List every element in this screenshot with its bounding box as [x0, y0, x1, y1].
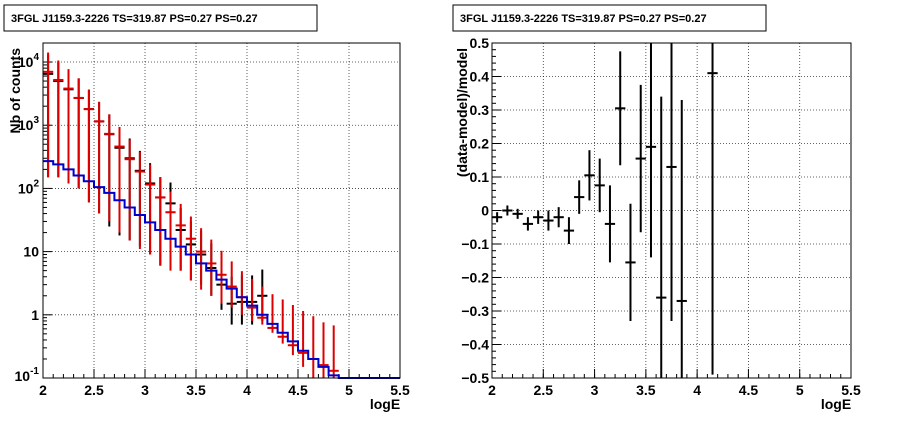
data-point [656, 96, 667, 378]
data-point [236, 271, 247, 315]
x-tick-label: 5 [345, 382, 353, 398]
data-point [257, 286, 268, 325]
data-point [533, 210, 544, 224]
y-tick-label: 0 [481, 203, 489, 219]
series-3 [43, 160, 400, 379]
panel-1: 3FGL J1159.3-2226 TS=319.87 PS=0.27 PS=0… [3, 4, 410, 412]
x-tick-label: 2 [488, 382, 496, 398]
data-point [584, 150, 595, 201]
plot-frame [491, 42, 852, 379]
x-tick-label: 3.5 [636, 382, 656, 398]
data-point [645, 43, 657, 258]
data-point [563, 217, 575, 244]
model-step-line [43, 160, 400, 379]
data-point [512, 208, 523, 219]
x-tick-label: 4 [243, 382, 251, 398]
x-axis-title: logE [370, 396, 400, 412]
data-point [574, 180, 585, 214]
data-point [94, 101, 105, 214]
x-tick-label: 3.5 [186, 382, 206, 398]
data-point [492, 212, 503, 223]
data-point [216, 250, 227, 304]
data-point [277, 299, 288, 344]
data-point [43, 52, 54, 178]
data-point [145, 164, 156, 255]
data-point [594, 158, 605, 213]
data-point [543, 210, 554, 231]
data-point [625, 203, 636, 322]
data-point [175, 203, 186, 271]
x-tick-label: 2.5 [534, 382, 554, 398]
y-tick-label: −0.1 [461, 236, 489, 252]
x-tick-label: 5 [796, 382, 804, 398]
data-point [73, 78, 84, 189]
data-point [114, 126, 125, 233]
x-tick-label: 3 [591, 382, 599, 398]
data-point [83, 89, 94, 203]
chart-title-box [452, 4, 767, 32]
y-tick-label: −0.3 [461, 303, 489, 319]
data-point [287, 304, 298, 356]
x-tick-label: 5.5 [390, 382, 410, 398]
data-point [196, 228, 207, 290]
data-point [53, 60, 64, 178]
data-point [615, 51, 626, 166]
data-point [247, 278, 258, 321]
chart-title-box [3, 4, 318, 32]
x-tick-label: 5.5 [841, 382, 861, 398]
data-point [267, 294, 278, 333]
data-point [63, 69, 74, 184]
y-tick-label: 10-1 [15, 366, 40, 384]
y-axis-title: (data-model)/model [454, 48, 470, 177]
series-1 [43, 54, 268, 325]
plot-frame [42, 42, 401, 379]
x-tick-label: 4.5 [739, 382, 759, 398]
x-tick-label: 4 [693, 382, 701, 398]
data-point [318, 322, 329, 378]
y-tick-label: −0.2 [461, 270, 489, 286]
data-point [553, 207, 564, 228]
y-axis-title: Nb of counts [7, 48, 23, 134]
data-point [635, 84, 646, 233]
series-1 [492, 43, 718, 378]
y-tick-label: 1 [31, 307, 39, 323]
x-axis-title: logE [821, 396, 851, 412]
data-point [124, 139, 135, 241]
y-tick-label: 0.4 [470, 69, 490, 85]
y-tick-label: 0.5 [470, 35, 490, 51]
series-2 [43, 52, 339, 378]
data-point [502, 205, 513, 216]
panel-2: 3FGL J1159.3-2226 TS=319.87 PS=0.27 PS=0… [452, 4, 861, 412]
y-tick-label: 0.2 [470, 136, 490, 152]
data-point [328, 325, 339, 378]
chart-title: 3FGL J1159.3-2226 TS=319.87 PS=0.27 PS=0… [460, 13, 707, 25]
y-tick-label: −0.4 [461, 337, 489, 353]
data-point [155, 177, 166, 266]
y-tick-label: −0.5 [461, 370, 489, 386]
y-tick-label: 102 [18, 178, 40, 196]
data-point [666, 43, 677, 322]
data-point [308, 316, 319, 378]
data-point [522, 217, 534, 231]
data-point [298, 310, 309, 367]
x-tick-label: 4.5 [288, 382, 308, 398]
x-tick-label: 2.5 [84, 382, 104, 398]
data-point [134, 151, 145, 249]
y-tick-label: 0.3 [470, 102, 490, 118]
data-point [604, 185, 616, 263]
data-point [226, 261, 237, 308]
x-tick-label: 2 [39, 382, 47, 398]
data-point [104, 114, 115, 222]
data-point [165, 191, 176, 271]
y-tick-label: 0.1 [470, 169, 490, 185]
chart-title: 3FGL J1159.3-2226 TS=319.87 PS=0.27 PS=0… [11, 13, 258, 25]
data-point [206, 239, 217, 296]
data-point [185, 216, 196, 281]
data-point [676, 99, 687, 378]
y-tick-label: 10 [23, 244, 39, 260]
data-point [707, 43, 718, 375]
x-tick-label: 3 [141, 382, 149, 398]
